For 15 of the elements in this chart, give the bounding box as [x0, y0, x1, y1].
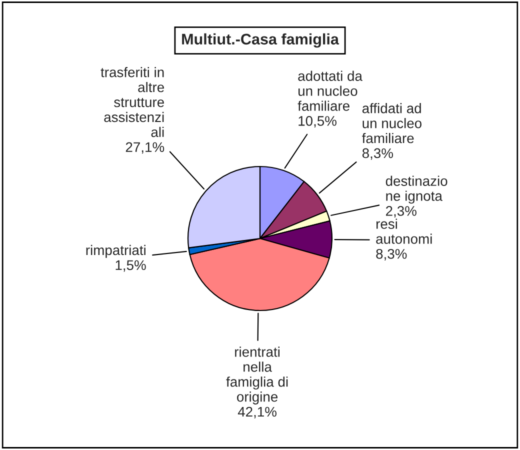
data-label: 10,5% — [298, 116, 336, 128]
slice-label: trasferiti in altre strutture assistenzi ali — [100, 67, 164, 138]
data-label: 27,1% — [126, 142, 164, 154]
data-label: 1,5% — [116, 260, 146, 272]
slice-label: adottati da un nucleo familiare — [298, 70, 362, 111]
data-label: 8,3% — [362, 148, 393, 160]
data-label: 8,3% — [376, 248, 407, 260]
chart-title: Multiut.-Casa famiglia — [182, 33, 340, 48]
data-label: 42,1% — [238, 406, 276, 418]
slice-label: rientrati nella famiglia di origine — [226, 346, 288, 404]
slice-label: resi autonomi — [376, 218, 432, 244]
slice-label: rimpatriati — [86, 244, 146, 258]
slice-label: affidati ad un nucleo familiare — [362, 103, 422, 144]
slice-label: destinazio ne ignota — [386, 176, 448, 204]
data-label: 2,3% — [386, 206, 416, 218]
